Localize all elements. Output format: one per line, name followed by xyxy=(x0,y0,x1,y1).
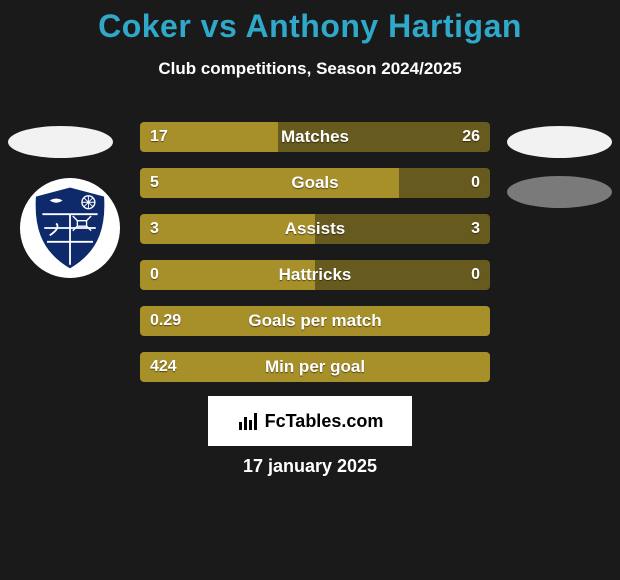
badge-ellipse-left xyxy=(8,126,113,158)
shield-icon xyxy=(24,182,116,274)
bar-row: Assists33 xyxy=(140,214,490,244)
bar-row: Goals50 xyxy=(140,168,490,198)
page-subtitle: Club competitions, Season 2024/2025 xyxy=(0,59,620,79)
bar-row: Matches1726 xyxy=(140,122,490,152)
bar-row: Min per goal424 xyxy=(140,352,490,382)
comparison-card: Coker vs Anthony Hartigan Club competiti… xyxy=(0,0,620,580)
bar-segment-right xyxy=(315,260,490,290)
footer-date: 17 january 2025 xyxy=(0,456,620,477)
team-crest-left xyxy=(20,178,120,278)
badge-ellipse-right-mid xyxy=(507,176,612,208)
bar-segment-left xyxy=(140,122,278,152)
bar-segment-left xyxy=(140,260,315,290)
comparison-bars: Matches1726 Goals50 Assists33 Hattricks00 Go… xyxy=(140,122,490,398)
brand-text: FcTables.com xyxy=(265,411,384,432)
bar-row: Goals per match0.29 xyxy=(140,306,490,336)
bar-segment-left xyxy=(140,352,490,382)
bar-segment-left xyxy=(140,214,315,244)
bar-segment-right xyxy=(315,214,490,244)
bar-segment-left xyxy=(140,306,490,336)
bar-segment-right xyxy=(399,168,490,198)
badge-ellipse-right-top xyxy=(507,126,612,158)
bar-segment-right xyxy=(278,122,490,152)
bars-icon xyxy=(237,410,259,432)
bar-segment-left xyxy=(140,168,399,198)
brand-badge: FcTables.com xyxy=(208,396,412,446)
bar-row: Hattricks00 xyxy=(140,260,490,290)
page-title: Coker vs Anthony Hartigan xyxy=(0,0,620,45)
